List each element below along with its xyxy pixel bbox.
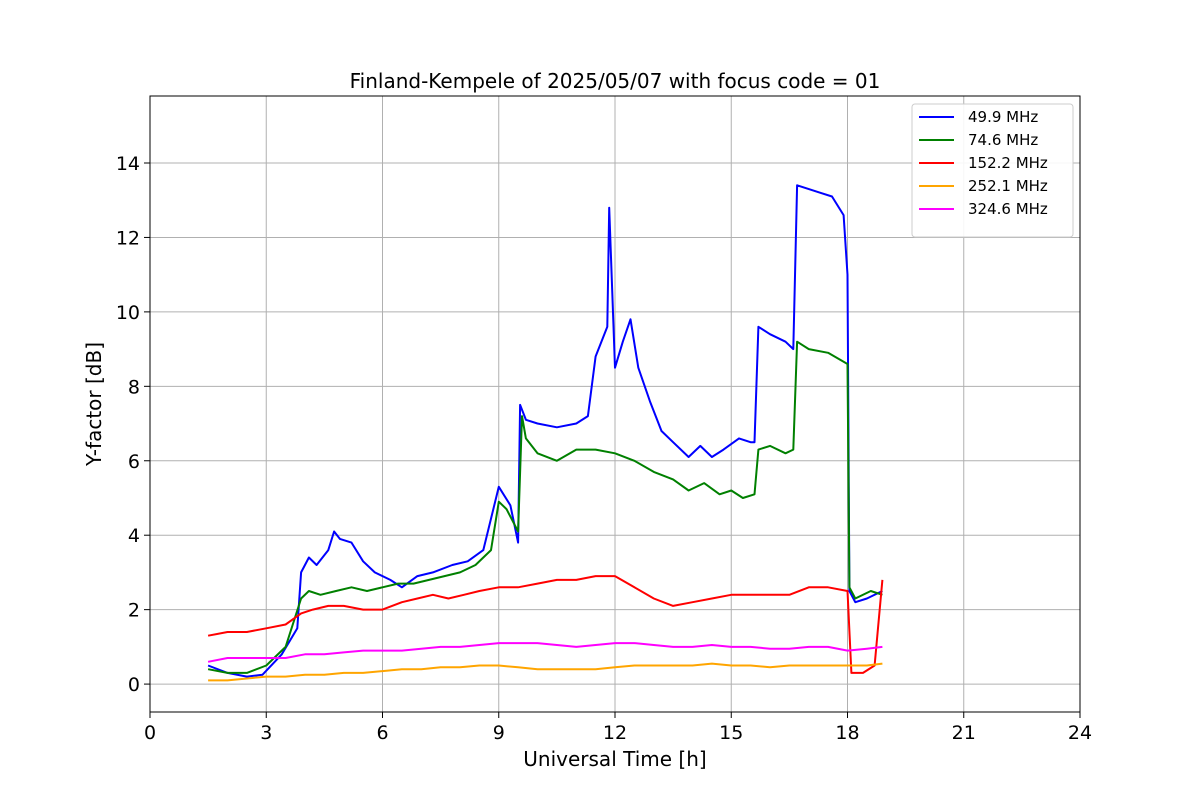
x-tick-label: 6 [376,722,388,744]
series-line-4 [207,642,883,663]
x-tick-label: 9 [493,722,505,744]
series-line-2 [207,575,884,674]
y-tick-label: 12 [116,227,140,249]
x-tick-label: 18 [835,722,859,744]
x-tick-label: 15 [719,722,743,744]
y-tick-label: 0 [128,674,140,696]
x-tick-label: 21 [952,722,976,744]
y-tick-label: 4 [128,525,140,547]
legend-label: 49.9 MHz [968,108,1038,126]
legend-label: 74.6 MHz [968,131,1038,149]
x-tick-label: 24 [1068,722,1092,744]
x-axis-title: Universal Time [h] [523,747,706,771]
chart-title: Finland-Kempele of 2025/05/07 with focus… [350,69,881,93]
legend-label: 152.2 MHz [968,154,1048,172]
series-line-0 [207,184,883,678]
series-line-3 [208,662,883,682]
x-tick-label: 3 [260,722,272,744]
y-tick-label: 6 [128,451,140,473]
y-tick-label: 10 [116,302,140,324]
legend-label: 324.6 MHz [968,200,1048,218]
grid-lines [149,96,1081,712]
x-tick-label: 12 [603,722,627,744]
series-layer [207,184,884,682]
legend: 49.9 MHz 74.6 MHz 152.2 MHz 252.1 MHz 32… [911,103,1074,238]
y-axis-title: Y-factor [dB] [82,342,106,467]
legend-label: 252.1 MHz [968,177,1048,195]
x-tick-label: 0 [144,722,156,744]
y-tick-label: 2 [128,600,140,622]
y-tick-label: 8 [128,376,140,398]
series-line-1 [207,340,883,674]
y-tick-label: 14 [116,153,140,175]
legend-box [911,103,1074,238]
